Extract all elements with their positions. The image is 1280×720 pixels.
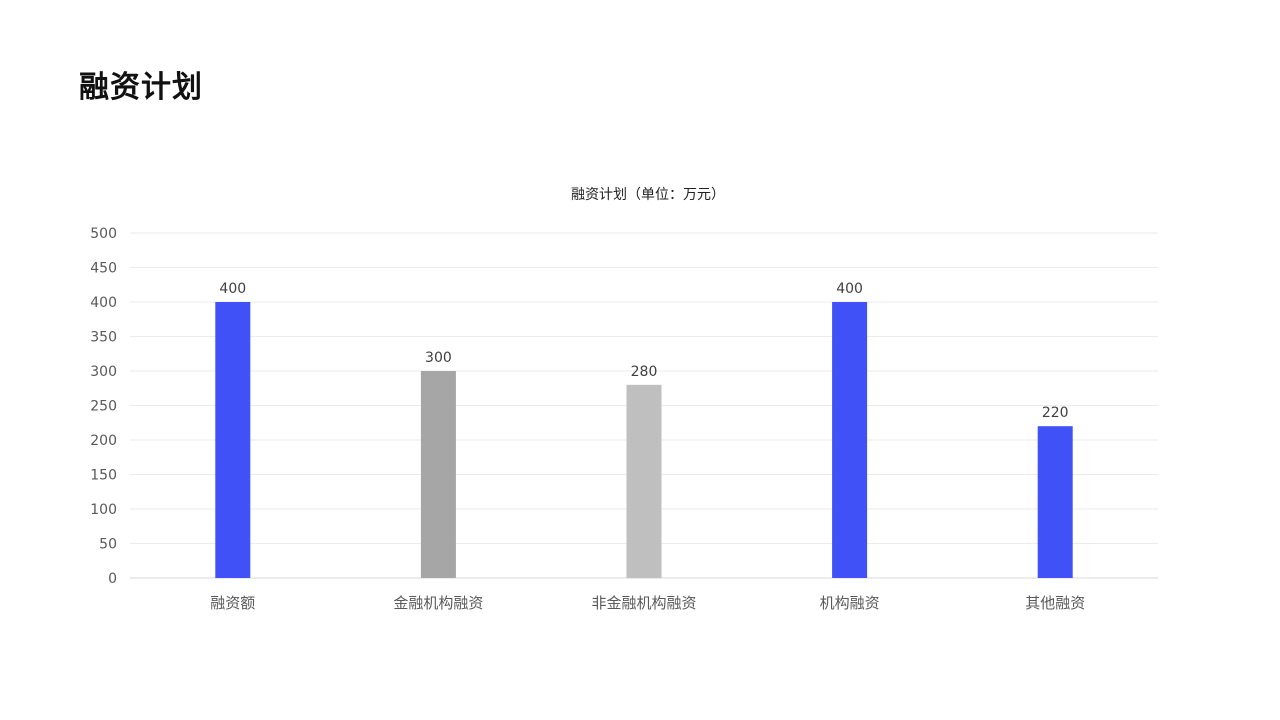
data-label: 280: [631, 364, 658, 380]
x-axis-ticks: 融资额 金融机构融资 非金融机构融资 机构融资 其他融资: [210, 594, 1085, 612]
bar: [420, 371, 456, 578]
data-label: 400: [836, 281, 863, 297]
x-tick-label: 其他融资: [1025, 594, 1085, 612]
bar: [1037, 426, 1073, 578]
bar: [626, 384, 662, 578]
y-tick-label: 200: [90, 433, 117, 449]
x-tick-label: 非金融机构融资: [591, 594, 696, 612]
y-axis-ticks: 0 50 100 150 200 250 300 350 400 450 500: [90, 226, 117, 587]
data-label: 220: [1042, 405, 1069, 421]
data-label: 400: [219, 281, 246, 297]
bars: [215, 302, 1073, 578]
x-tick-label: 金融机构融资: [393, 594, 483, 612]
y-tick-label: 400: [90, 295, 117, 311]
bar: [832, 302, 868, 578]
y-tick-label: 350: [90, 330, 117, 346]
x-tick-label: 机构融资: [820, 594, 880, 612]
bar: [215, 302, 251, 578]
data-labels: 400 300 280 400 220: [219, 281, 1068, 421]
page-title: 融资计划: [79, 70, 203, 105]
y-tick-label: 300: [90, 364, 117, 380]
chart-title: 融资计划（单位：万元）: [571, 187, 725, 203]
y-tick-label: 500: [90, 226, 117, 242]
y-tick-label: 450: [90, 261, 117, 277]
y-tick-label: 100: [90, 502, 117, 518]
x-tick-label: 融资额: [210, 594, 255, 612]
y-tick-label: 250: [90, 399, 117, 415]
y-tick-label: 0: [108, 571, 117, 587]
y-tick-label: 150: [90, 468, 117, 484]
y-tick-label: 50: [99, 537, 117, 553]
data-label: 300: [425, 350, 452, 366]
